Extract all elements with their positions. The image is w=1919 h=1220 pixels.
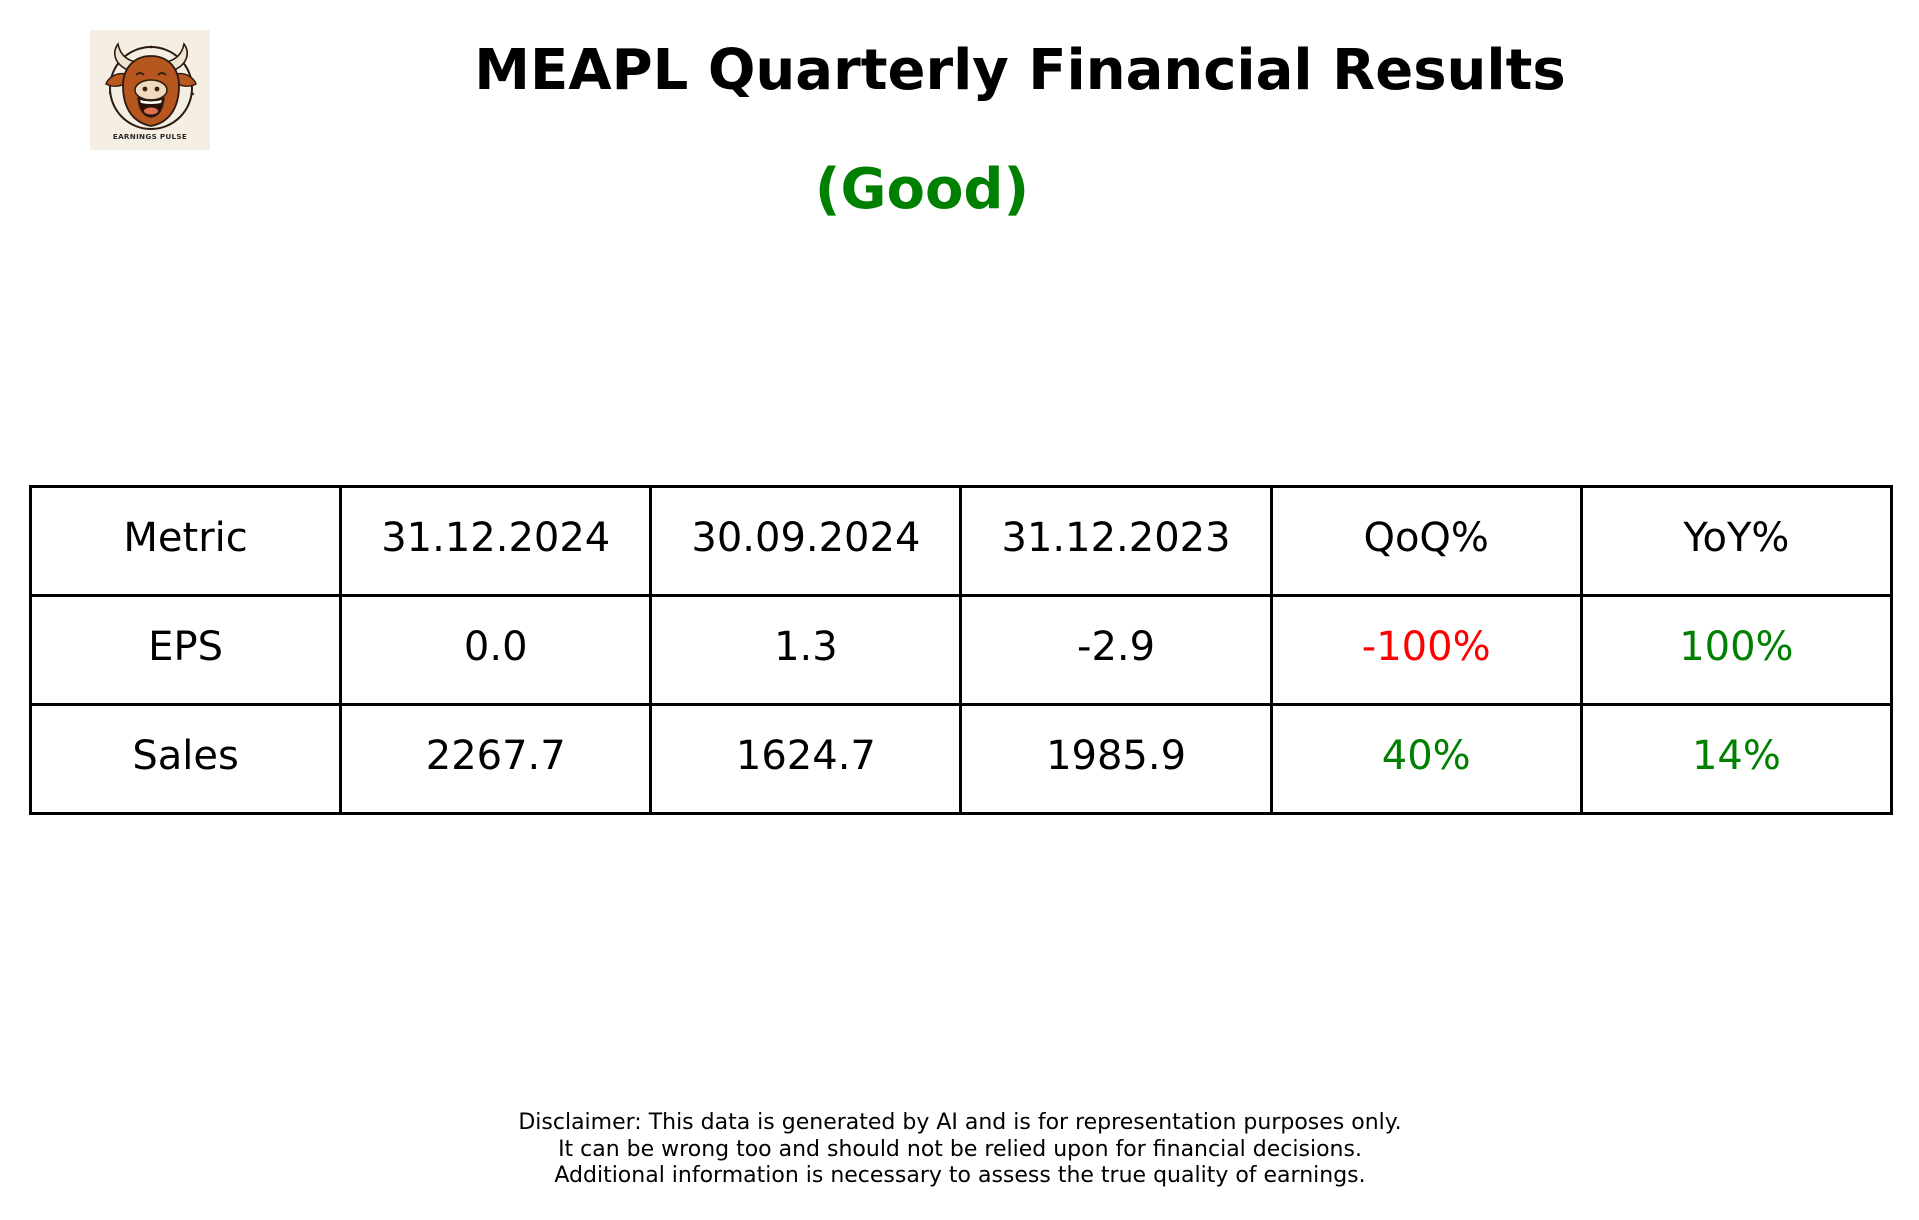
header-yoy: YoY%	[1579, 485, 1894, 597]
table-row: Sales 2267.7 1624.7 1985.9 40% 14%	[28, 703, 1894, 815]
header-qoq: QoQ%	[1269, 485, 1583, 597]
cell-value: 1985.9	[959, 703, 1273, 815]
bull-icon	[105, 42, 197, 130]
cell-metric: EPS	[28, 594, 343, 706]
cell-value: -2.9	[959, 594, 1273, 706]
header-period-current: 31.12.2024	[339, 485, 653, 597]
cell-yoy-change: 14%	[1579, 703, 1894, 815]
table-row: EPS 0.0 1.3 -2.9 -100% 100%	[28, 594, 1894, 706]
logo-text: EARNINGS PULSE	[112, 132, 188, 141]
disclaimer-line: It can be wrong too and should not be re…	[558, 1136, 1362, 1162]
cell-qoq-change: 40%	[1269, 703, 1583, 815]
cell-value: 0.0	[339, 594, 653, 706]
rating-label: (Good)	[814, 157, 1030, 222]
table-header-row: Metric 31.12.2024 30.09.2024 31.12.2023 …	[28, 485, 1894, 597]
header-metric: Metric	[28, 485, 343, 597]
cell-qoq-change: -100%	[1269, 594, 1583, 706]
disclaimer-line: Disclaimer: This data is generated by AI…	[518, 1110, 1402, 1135]
disclaimer-line: Additional information is necessary to a…	[554, 1163, 1366, 1188]
disclaimer: Disclaimer: This data is generated by AI…	[360, 1110, 1560, 1190]
cell-metric: Sales	[28, 703, 343, 815]
page-title: MEAPL Quarterly Financial Results	[474, 38, 1566, 103]
header-period-previous-year: 31.12.2023	[959, 485, 1273, 597]
cell-value: 2267.7	[339, 703, 653, 815]
earnings-pulse-logo: EARNINGS PULSE	[90, 30, 210, 150]
cell-value: 1624.7	[649, 703, 963, 815]
header-period-previous-quarter: 30.09.2024	[649, 485, 963, 597]
results-table: Metric 31.12.2024 30.09.2024 31.12.2023 …	[28, 485, 1894, 815]
cell-yoy-change: 100%	[1579, 594, 1894, 706]
cell-value: 1.3	[649, 594, 963, 706]
